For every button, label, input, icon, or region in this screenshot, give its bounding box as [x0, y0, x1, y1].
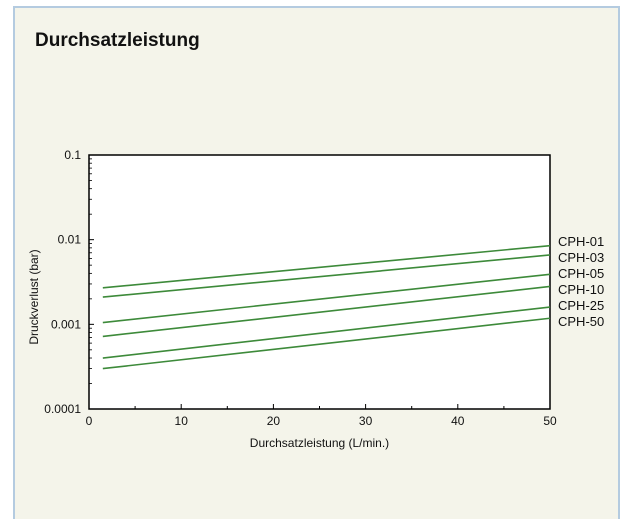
x-tick-label: 20 [267, 414, 281, 428]
series-line-cph-01 [102, 244, 551, 289]
series-label-cph-03: CPH-03 [558, 250, 604, 265]
series-line-cph-10 [102, 285, 551, 338]
x-tick-label: 50 [543, 414, 557, 428]
series-label-cph-05: CPH-05 [558, 266, 604, 281]
x-tick-label: 0 [86, 414, 93, 428]
series-label-cph-25: CPH-25 [558, 298, 604, 313]
series-label-cph-01: CPH-01 [558, 234, 604, 249]
x-tick-label: 40 [451, 414, 465, 428]
x-tick-label: 10 [175, 414, 189, 428]
y-axis-label: Druckverlust (bar) [27, 249, 41, 344]
y-tick-label: 0.1 [64, 148, 81, 162]
series-label-cph-10: CPH-10 [558, 282, 604, 297]
panel-title: Durchsatzleistung [35, 30, 200, 51]
series-line-cph-25 [102, 306, 551, 359]
y-tick-label: 0.0001 [44, 402, 81, 416]
y-tick-label: 0.01 [58, 233, 82, 247]
x-axis-label: Durchsatzleistung (L/min.) [250, 436, 389, 450]
series-label-cph-50: CPH-50 [558, 314, 604, 329]
y-tick-label: 0.001 [51, 317, 81, 331]
x-tick-label: 30 [359, 414, 373, 428]
axes: 0 10 20 30 40 50 0.0001 0.001 0.01 0.1 [44, 148, 557, 428]
series-line-cph-05 [102, 273, 551, 324]
series-line-cph-03 [102, 254, 551, 298]
series-line-cph-50 [102, 317, 551, 370]
